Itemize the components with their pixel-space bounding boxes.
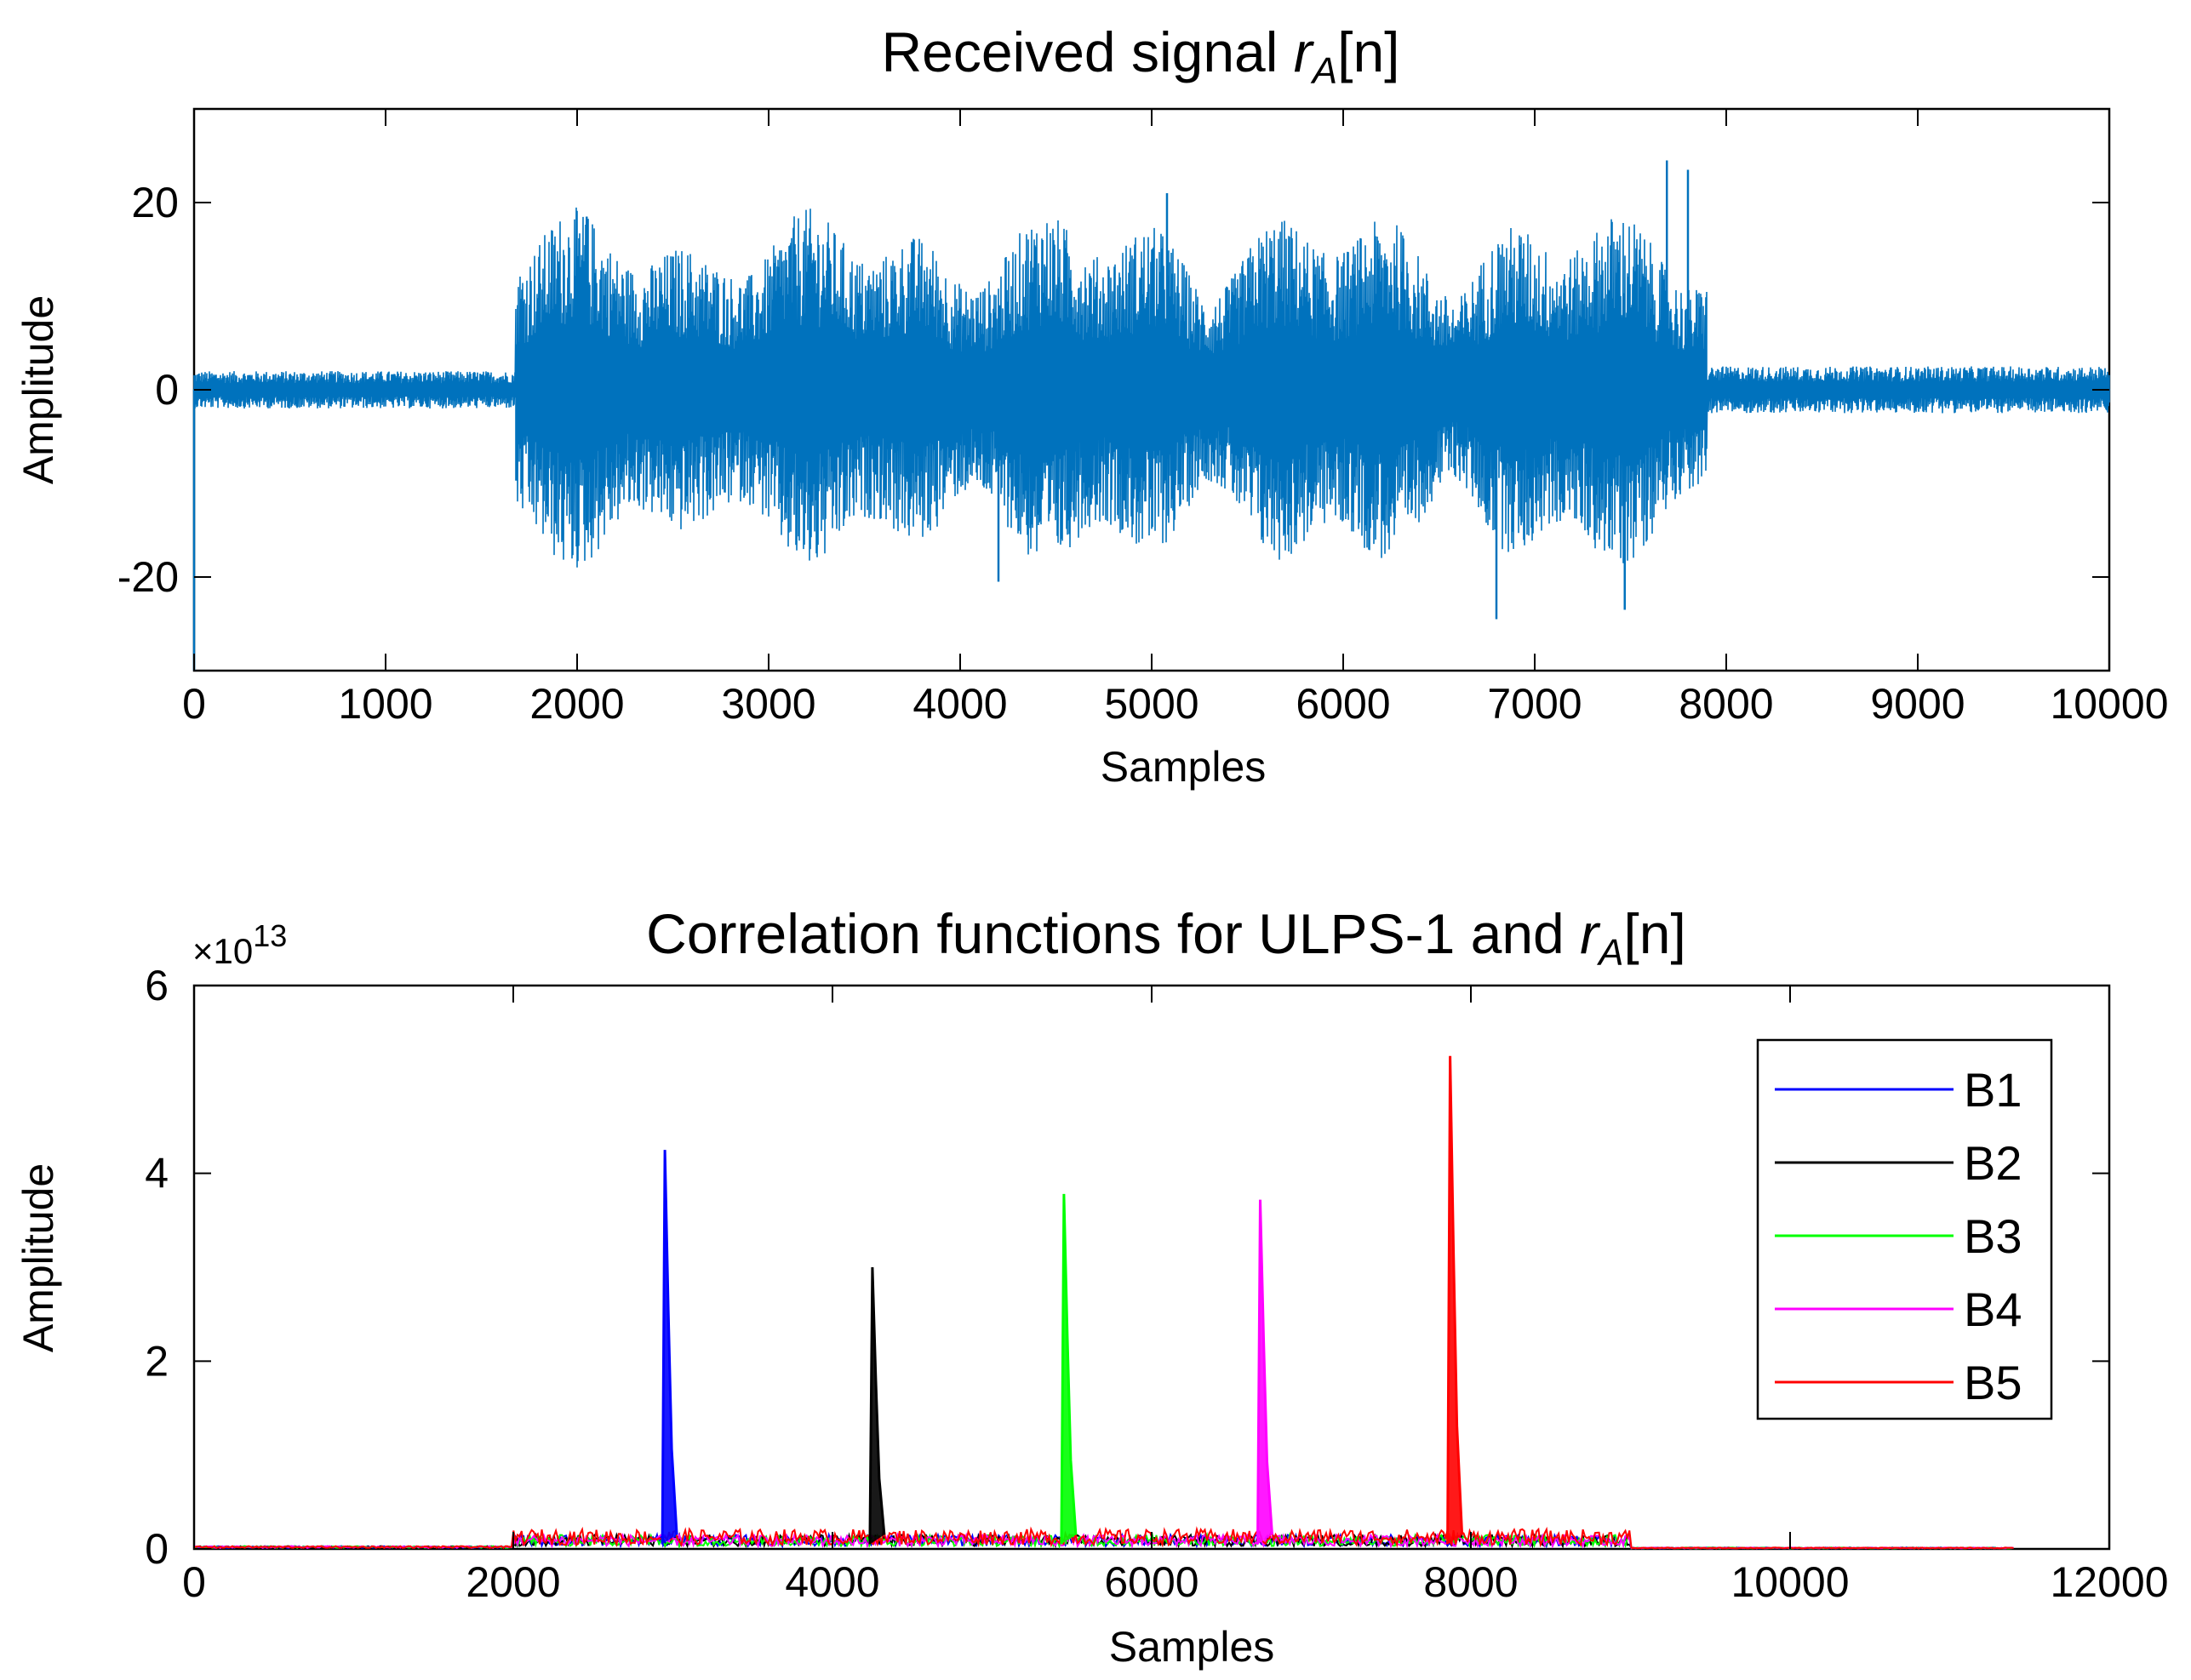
plot1-xtick-label: 4000	[912, 680, 1007, 728]
signal-line	[193, 207, 2110, 568]
plot1-xtick-label: 3000	[721, 680, 815, 728]
plot1-xtick-label: 10000	[2050, 680, 2168, 728]
plot2-title: Correlation functions for ULPS-1 and rA[…	[646, 902, 1686, 974]
plot1-xlabel: Samples	[1101, 743, 1267, 791]
plot2-correlation-traces	[193, 1055, 2014, 1550]
plot2-ytick-label: 0	[145, 1525, 169, 1573]
legend-label-b2: B2	[1964, 1136, 2022, 1190]
plot2-y-multiplier: ×1013	[192, 918, 287, 971]
plot2-xtick-label: 6000	[1104, 1558, 1198, 1606]
plot1-ytick-label: -20	[117, 553, 179, 601]
series-b2-peak	[868, 1266, 886, 1545]
plot2-xtick-label: 2000	[466, 1558, 560, 1606]
plot1-xtick-label: 6000	[1296, 680, 1390, 728]
plot1-ylabel: Amplitude	[14, 295, 62, 484]
legend-label-b1: B1	[1964, 1063, 2022, 1117]
series-b5-peak	[1446, 1055, 1464, 1545]
plot2-ytick-label: 6	[145, 962, 169, 1009]
plot1-ytick-label: 0	[155, 366, 179, 414]
plot1-xtick-label: 9000	[1870, 680, 1965, 728]
legend-label-b3: B3	[1964, 1209, 2022, 1263]
plot1-xtick-label: 0	[182, 680, 206, 728]
legend-box	[1756, 1038, 2053, 1420]
series-b3-peak	[1060, 1193, 1078, 1545]
plot1-ticks: 0 1000 2000 3000 4000 5000 6000 7000 8000 9000 100…	[117, 109, 2169, 728]
plot2-xtick-label: 8000	[1423, 1558, 1518, 1606]
plot2-xtick-label: 4000	[785, 1558, 879, 1606]
plot1-ytick-label: 20	[131, 179, 179, 226]
plot2-xlabel: Samples	[1109, 1623, 1275, 1671]
series-b1-peak	[661, 1150, 678, 1545]
plot2-legend: B1 B2 B3 B4 B5	[1756, 1038, 2053, 1420]
plot1-title: Received signal rA[n]	[881, 20, 1399, 92]
plot1-xtick-label: 7000	[1487, 680, 1582, 728]
plot1-xtick-label: 2000	[529, 680, 624, 728]
plot2-xtick-label: 12000	[2050, 1558, 2168, 1606]
plot2-xtick-label: 0	[182, 1558, 206, 1606]
plot1-signal-trace	[192, 160, 2110, 671]
series-b5-noise	[193, 1526, 2014, 1550]
legend-label-b4: B4	[1964, 1283, 2022, 1336]
series-b4-peak	[1256, 1199, 1273, 1545]
plot1-xtick-label: 5000	[1104, 680, 1198, 728]
legend-label-b5: B5	[1964, 1356, 2022, 1409]
plot2-ylabel: Amplitude	[14, 1163, 62, 1352]
plot2-ytick-label: 4	[145, 1150, 169, 1197]
plot2-ticks: 0 2000 4000 6000 8000 10000 12000 0 2 4 6	[145, 962, 2168, 1606]
correlation-plot: Correlation functions for ULPS-1 and rA[…	[14, 902, 2169, 1671]
plot2-ytick-label: 2	[145, 1337, 169, 1385]
plot1-xtick-label: 1000	[338, 680, 432, 728]
plot1-xtick-label: 8000	[1679, 680, 1773, 728]
received-signal-plot: Received signal rA[n] 0 1000 2000 3000 4000 5…	[14, 20, 2169, 791]
plot2-xtick-label: 10000	[1730, 1558, 1849, 1606]
